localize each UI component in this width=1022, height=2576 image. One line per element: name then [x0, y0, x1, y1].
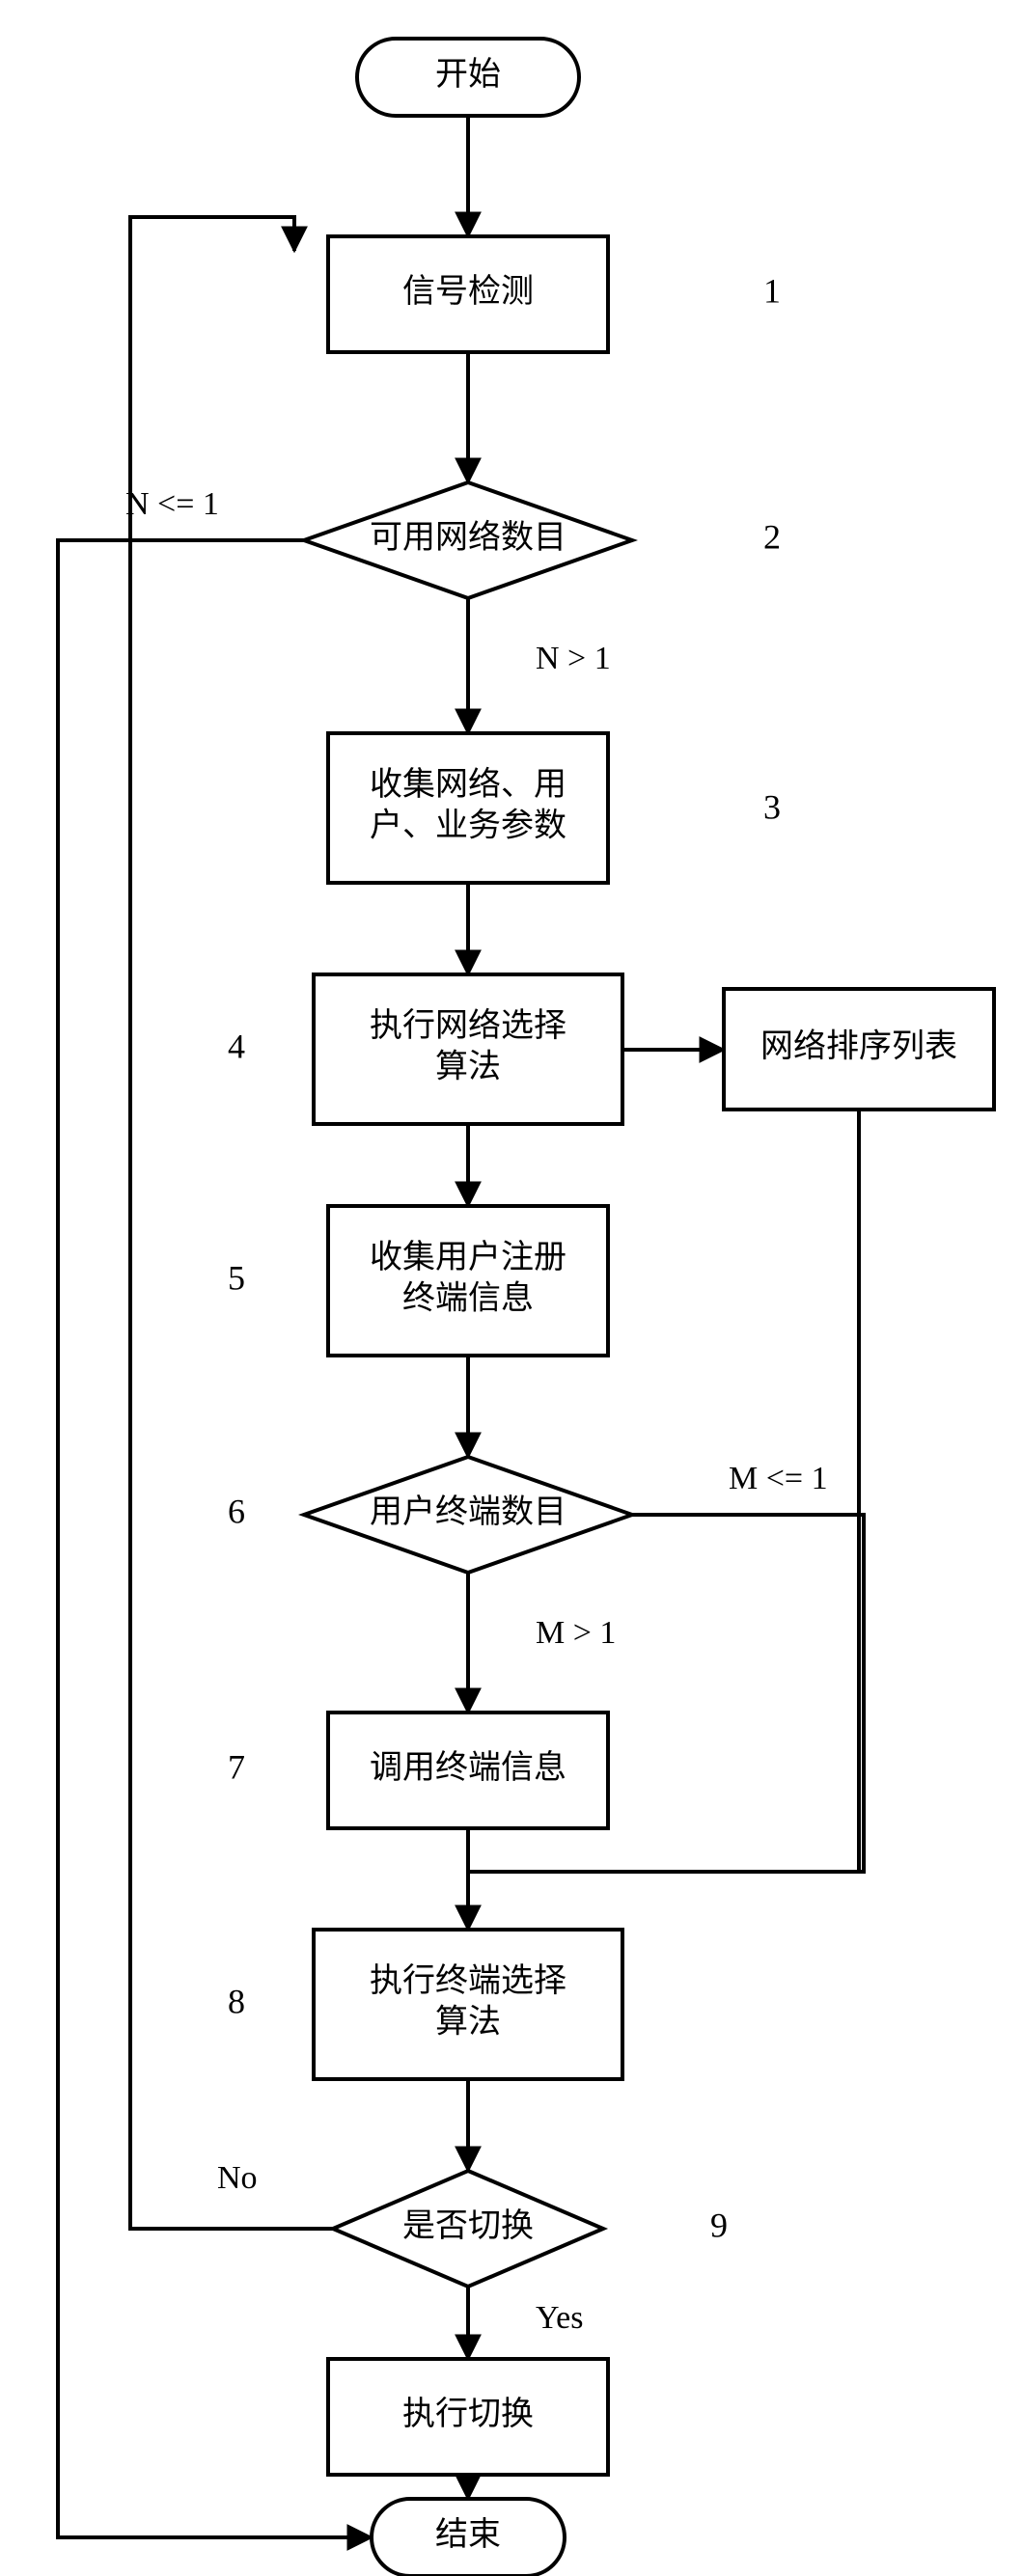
edge-label-e_d6_right: M <= 1 [729, 1461, 828, 1496]
edge-label-e_d2_left: N <= 1 [125, 486, 219, 522]
step-label-5: 5 [228, 1258, 245, 1297]
svg-text:网络排序列表: 网络排序列表 [760, 1028, 957, 1064]
svg-text:收集网络、用: 收集网络、用 [370, 766, 566, 803]
svg-text:执行网络选择: 执行网络选择 [370, 1007, 566, 1044]
edge-label-e_d9_no: No [217, 2160, 258, 2196]
step-label-2: 2 [763, 517, 781, 556]
step-label-6: 6 [228, 1492, 245, 1530]
svg-text:算法: 算法 [435, 2004, 501, 2041]
svg-text:算法: 算法 [435, 1049, 501, 1085]
svg-text:可用网络数目: 可用网络数目 [370, 519, 566, 556]
step-label-8: 8 [228, 1982, 245, 2020]
step-label-4: 4 [228, 1027, 245, 1065]
flowchart-diagram: N > 1 N <= 1 M > 1 M <= 1 Yes No 开始信号检测可用网络数目收… [0, 0, 1022, 2576]
svg-text:是否切换: 是否切换 [402, 2207, 534, 2244]
edge-label-e_d9_n10: Yes [536, 2300, 583, 2336]
svg-text:收集用户注册: 收集用户注册 [370, 1239, 566, 1275]
edge-e_d2_left [58, 540, 372, 2537]
svg-text:信号检测: 信号检测 [402, 273, 534, 310]
step-label-7: 7 [228, 1747, 245, 1786]
svg-text:执行切换: 执行切换 [402, 2396, 534, 2432]
svg-text:用户终端数目: 用户终端数目 [370, 1494, 566, 1530]
step-label-1: 1 [763, 271, 781, 310]
svg-text:终端信息: 终端信息 [402, 1280, 534, 1317]
svg-text:开始: 开始 [435, 56, 501, 93]
svg-text:结束: 结束 [435, 2516, 501, 2553]
svg-text:执行终端选择: 执行终端选择 [370, 1962, 566, 1999]
edge-label-e_d2_n3: N > 1 [536, 641, 611, 676]
edge-label-e_d6_n7: M > 1 [536, 1615, 616, 1651]
step-label-3: 3 [763, 787, 781, 826]
svg-text:户、业务参数: 户、业务参数 [370, 808, 566, 844]
svg-text:调用终端信息: 调用终端信息 [370, 1749, 566, 1786]
step-label-9: 9 [710, 2206, 728, 2244]
